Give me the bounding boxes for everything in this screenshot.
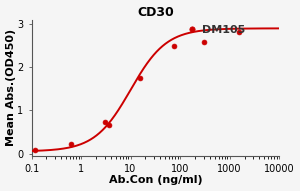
DM105 (69, 143, 73, 145)
DM105 (103, 121, 107, 124)
X-axis label: Ab.Con (ng/ml): Ab.Con (ng/ml) (109, 176, 202, 185)
DM105 (138, 77, 142, 79)
DM105 (34, 149, 37, 151)
DM105 (202, 41, 206, 43)
DM105 (107, 124, 111, 126)
Line: DM105: DM105 (33, 29, 241, 152)
Title: CD30: CD30 (137, 6, 174, 19)
Y-axis label: Mean Abs.(OD450): Mean Abs.(OD450) (6, 29, 16, 146)
Legend: DM105: DM105 (186, 25, 246, 35)
DM105 (237, 31, 241, 33)
DM105 (173, 45, 176, 47)
